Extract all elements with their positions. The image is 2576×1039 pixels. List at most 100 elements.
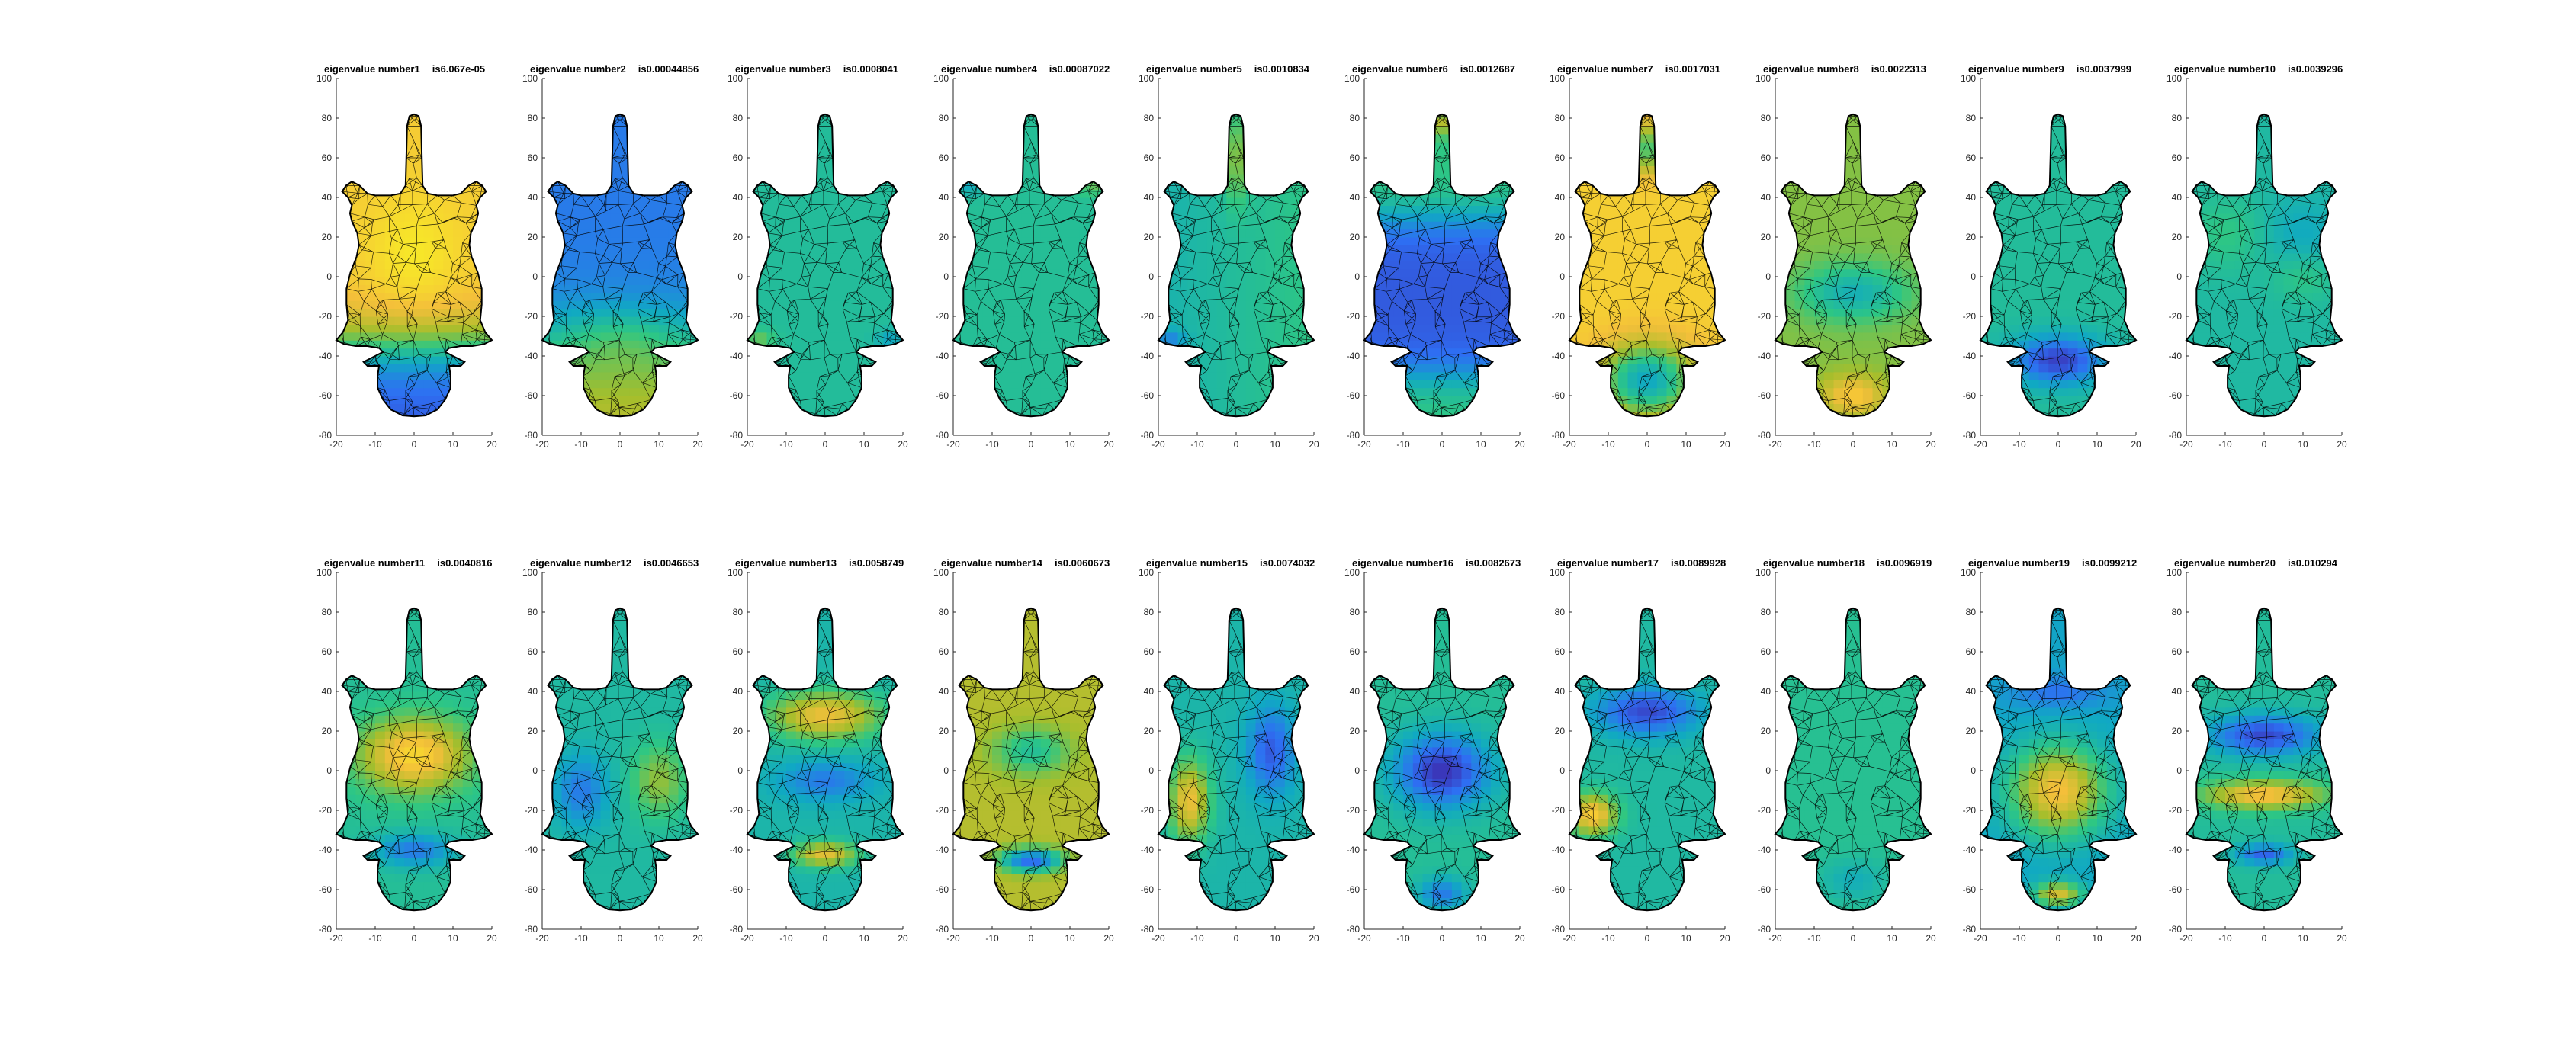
mesh-cell <box>854 114 865 119</box>
mesh-cell <box>1070 237 1081 245</box>
y-tick-label: 100 <box>316 73 332 84</box>
mesh-cell <box>1569 403 1580 412</box>
mesh-cell <box>482 292 492 301</box>
mesh-cell <box>1294 252 1305 261</box>
mesh-cell <box>1510 221 1520 230</box>
mesh-cell <box>795 158 807 166</box>
mesh-cell <box>1226 268 1237 277</box>
mesh-cell <box>1823 340 1835 349</box>
mesh-cell <box>972 316 983 325</box>
mesh-cell <box>1070 387 1081 396</box>
mesh-cell <box>1461 118 1472 127</box>
mesh-cell <box>433 252 444 261</box>
mesh-cell <box>1304 396 1314 404</box>
mesh-cell <box>1187 261 1198 270</box>
mesh-cell <box>433 324 444 333</box>
mesh-cell <box>649 316 660 325</box>
mesh-cell <box>336 118 347 127</box>
mesh-cell <box>1432 284 1443 293</box>
mesh-cell <box>1383 189 1394 198</box>
mesh-cell <box>375 356 386 364</box>
mesh-cell <box>1510 364 1520 373</box>
mesh-cell <box>1001 371 1013 380</box>
mesh-cell <box>1686 133 1697 143</box>
mesh-cell <box>620 364 631 373</box>
mesh-cell <box>805 165 816 175</box>
mesh-cell <box>629 340 641 349</box>
mesh-cell <box>659 173 670 182</box>
mesh-cell <box>600 142 611 151</box>
mesh-cell <box>1794 348 1805 357</box>
mesh-cell <box>1666 237 1677 245</box>
mesh-cell <box>1500 189 1511 198</box>
mesh-cell <box>766 403 777 412</box>
mesh-cell <box>992 411 1003 417</box>
mesh-cell <box>1784 411 1796 417</box>
mesh-cell <box>1627 340 1638 349</box>
mesh-cell <box>1168 340 1179 349</box>
mesh-cell <box>1089 316 1100 325</box>
mesh-cell <box>472 300 483 309</box>
mesh-cell <box>1226 411 1237 417</box>
mesh-cell <box>1647 245 1658 254</box>
mesh-cell <box>482 332 492 341</box>
mesh-cell <box>1637 237 1648 245</box>
mesh-cell <box>1216 261 1227 270</box>
mesh-cell <box>1089 277 1100 285</box>
mesh-cell <box>795 165 807 175</box>
mesh-cell <box>1284 237 1296 245</box>
mesh-cell <box>610 348 621 357</box>
mesh-cell <box>1001 300 1013 309</box>
mesh-cell <box>1579 118 1590 127</box>
mesh-cell <box>1608 181 1619 191</box>
mesh-cell <box>1627 126 1638 135</box>
mesh-cell <box>1050 387 1061 396</box>
mesh-cell <box>1804 324 1815 333</box>
mesh-cell <box>433 118 444 127</box>
mesh-cell <box>1892 308 1903 317</box>
mesh-cell <box>1021 292 1032 301</box>
mesh-cell <box>1275 277 1286 285</box>
mesh-cell <box>1070 356 1081 364</box>
mesh-cell <box>1275 221 1286 230</box>
mesh-cell <box>1627 324 1638 333</box>
mesh-cell <box>1373 292 1385 301</box>
mesh-cell <box>1216 213 1227 222</box>
mesh-cell <box>1011 277 1022 285</box>
mesh-cell <box>1079 371 1090 380</box>
mesh-cell <box>1206 380 1218 389</box>
mesh-cell <box>873 380 885 389</box>
mesh-cell <box>825 324 836 333</box>
mesh-cell <box>1617 221 1629 230</box>
mesh-cell <box>1158 348 1169 357</box>
mesh-cell <box>1705 396 1716 404</box>
mesh-cell <box>1177 149 1188 159</box>
mesh-cell <box>1432 181 1443 191</box>
mesh-cell <box>1216 268 1227 277</box>
mesh-cell <box>1715 364 1725 373</box>
mesh-cell <box>873 300 885 309</box>
mesh-cell <box>581 237 592 245</box>
mesh-cell <box>1656 252 1668 261</box>
mesh-cell <box>678 126 689 135</box>
mesh-cell <box>834 229 846 238</box>
mesh-cell <box>1011 213 1022 222</box>
mesh-cell <box>542 158 553 166</box>
mesh-cell <box>482 371 492 380</box>
mesh-cell <box>1892 316 1903 325</box>
mesh-cell <box>1383 292 1394 301</box>
mesh-cell <box>590 114 602 119</box>
mesh-cell <box>1403 356 1414 364</box>
mesh-cell <box>1510 316 1520 325</box>
mesh-cell <box>1676 324 1687 333</box>
y-tick-label: -40 <box>730 351 744 361</box>
mesh-cell <box>1158 396 1169 404</box>
mesh-surface <box>1775 114 1931 417</box>
mesh-cell <box>590 387 602 396</box>
mesh-cell <box>1070 114 1081 119</box>
mesh-cell <box>1471 149 1482 159</box>
mesh-cell <box>1451 292 1463 301</box>
mesh-cell <box>375 133 386 143</box>
mesh-cell <box>1676 300 1687 309</box>
mesh-cell <box>1500 364 1511 373</box>
